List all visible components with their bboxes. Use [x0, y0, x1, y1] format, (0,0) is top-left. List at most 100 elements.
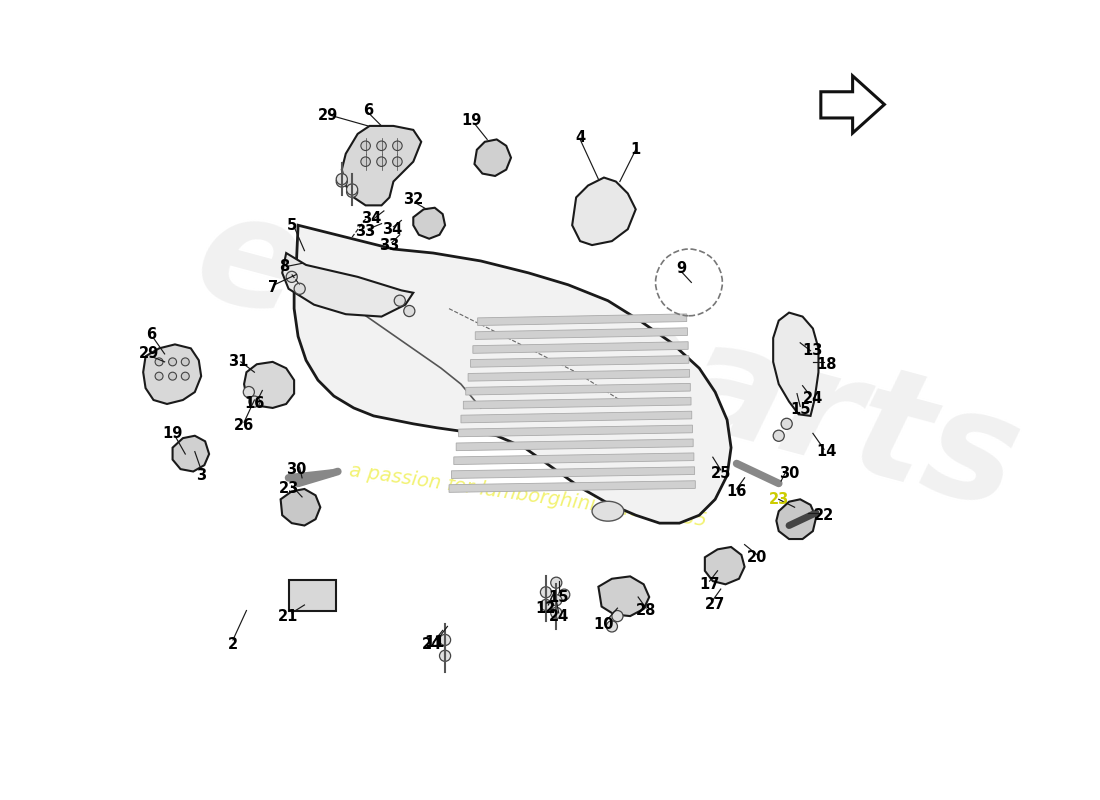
Text: europarts: europarts	[180, 179, 1035, 542]
Circle shape	[404, 306, 415, 317]
Circle shape	[440, 634, 451, 646]
Polygon shape	[463, 398, 691, 409]
Polygon shape	[451, 467, 694, 478]
Circle shape	[337, 176, 348, 187]
Text: 3: 3	[196, 468, 206, 483]
Polygon shape	[572, 178, 636, 245]
Circle shape	[168, 372, 176, 380]
Circle shape	[559, 589, 570, 600]
Polygon shape	[283, 253, 414, 317]
Text: 24: 24	[803, 391, 823, 406]
Text: 25: 25	[711, 466, 730, 481]
Text: 6: 6	[146, 327, 156, 342]
Text: 17: 17	[700, 577, 719, 592]
Polygon shape	[454, 453, 694, 465]
Text: 31: 31	[229, 354, 249, 370]
Text: 8: 8	[278, 259, 289, 274]
Circle shape	[551, 577, 562, 588]
Text: 11: 11	[425, 635, 446, 650]
Circle shape	[361, 141, 371, 150]
Polygon shape	[414, 208, 446, 238]
Ellipse shape	[592, 502, 624, 521]
Text: 16: 16	[726, 484, 747, 499]
Text: 13: 13	[803, 343, 823, 358]
Text: 15: 15	[549, 590, 569, 605]
Text: 29: 29	[318, 108, 339, 123]
Circle shape	[440, 650, 451, 662]
Text: 29: 29	[139, 346, 158, 362]
Text: 23: 23	[769, 492, 789, 507]
Text: 28: 28	[636, 603, 657, 618]
Text: 12: 12	[536, 601, 557, 616]
Text: a passion for lamborghini since 1985: a passion for lamborghini since 1985	[349, 461, 708, 530]
Circle shape	[551, 594, 562, 606]
Circle shape	[540, 586, 551, 598]
Polygon shape	[598, 576, 649, 616]
Text: 20: 20	[747, 550, 768, 565]
Text: 23: 23	[278, 482, 299, 497]
Polygon shape	[280, 489, 320, 526]
Circle shape	[393, 141, 403, 150]
Text: 19: 19	[163, 426, 183, 441]
Polygon shape	[473, 342, 689, 354]
Text: 18: 18	[816, 357, 837, 372]
Circle shape	[606, 621, 617, 632]
Circle shape	[168, 358, 176, 366]
Circle shape	[612, 610, 623, 622]
Text: 32: 32	[404, 192, 424, 207]
Bar	[288, 580, 337, 610]
Circle shape	[551, 607, 562, 618]
Text: 26: 26	[234, 418, 254, 433]
Polygon shape	[465, 383, 691, 395]
Polygon shape	[143, 344, 201, 404]
Text: 33: 33	[379, 238, 399, 253]
Circle shape	[346, 186, 358, 198]
Text: 34: 34	[382, 222, 402, 237]
Polygon shape	[471, 356, 689, 367]
Text: 2: 2	[228, 637, 238, 652]
Circle shape	[540, 599, 551, 610]
Polygon shape	[294, 226, 732, 523]
Circle shape	[337, 174, 348, 185]
Text: 33: 33	[355, 224, 376, 239]
Polygon shape	[244, 362, 294, 408]
Circle shape	[286, 271, 297, 282]
Polygon shape	[456, 439, 693, 450]
Polygon shape	[342, 126, 421, 206]
Circle shape	[249, 396, 260, 407]
Polygon shape	[773, 313, 818, 416]
Circle shape	[243, 386, 254, 398]
Text: 27: 27	[705, 598, 725, 613]
Circle shape	[155, 372, 163, 380]
Polygon shape	[449, 481, 695, 492]
Text: 30: 30	[286, 462, 307, 478]
Text: 7: 7	[267, 280, 277, 294]
Text: 6: 6	[363, 102, 373, 118]
Circle shape	[361, 157, 371, 166]
Circle shape	[393, 157, 403, 166]
Text: 14: 14	[816, 444, 837, 459]
Circle shape	[376, 141, 386, 150]
Circle shape	[376, 157, 386, 166]
Circle shape	[346, 184, 358, 195]
Circle shape	[182, 358, 189, 366]
Polygon shape	[459, 425, 693, 437]
Circle shape	[155, 358, 163, 366]
Polygon shape	[475, 328, 688, 339]
Text: 1: 1	[630, 142, 641, 158]
Text: 34: 34	[361, 211, 382, 226]
Text: 4: 4	[575, 130, 585, 146]
Polygon shape	[469, 370, 690, 381]
Polygon shape	[173, 436, 209, 471]
Text: 16: 16	[244, 397, 265, 411]
Circle shape	[294, 283, 305, 294]
Text: 21: 21	[278, 609, 299, 623]
Polygon shape	[477, 314, 686, 326]
Text: 19: 19	[461, 113, 482, 128]
Polygon shape	[705, 547, 745, 584]
Polygon shape	[777, 499, 816, 539]
Text: 10: 10	[594, 617, 614, 631]
Text: 24: 24	[549, 609, 569, 623]
Text: 30: 30	[779, 466, 800, 481]
Text: 9: 9	[676, 262, 686, 277]
